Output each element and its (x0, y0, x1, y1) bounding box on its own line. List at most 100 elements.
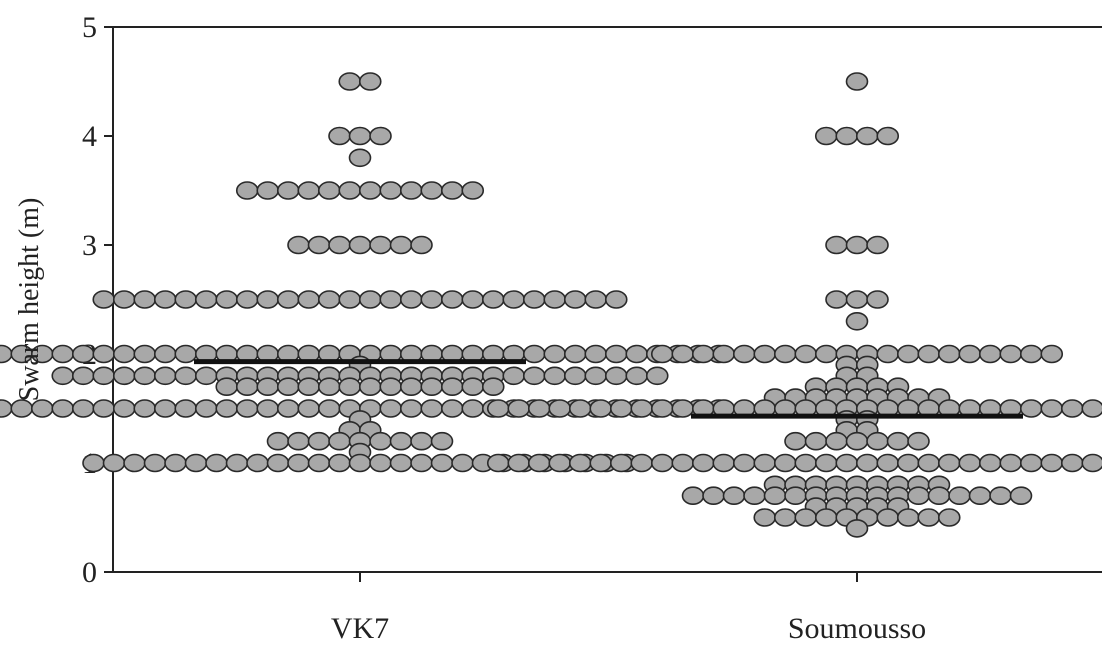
data-point (266, 453, 290, 473)
data-point (287, 453, 310, 473)
data-point (568, 399, 592, 418)
data-point (814, 126, 838, 146)
data-point (978, 453, 1002, 473)
data-point (855, 126, 879, 146)
data-point (486, 453, 510, 473)
data-point (358, 72, 382, 91)
data-point (753, 453, 777, 473)
data-point (978, 344, 1002, 364)
data-point (722, 486, 746, 506)
data-point (794, 344, 818, 364)
data-point (896, 344, 920, 364)
data-point (917, 453, 941, 473)
data-point (389, 453, 413, 473)
data-point (389, 431, 413, 451)
y-axis-title: Swarm height (m) (14, 198, 45, 402)
data-point (958, 344, 982, 364)
data-point (369, 235, 392, 255)
data-point (410, 431, 433, 451)
data-point (184, 453, 208, 473)
data-point (317, 181, 341, 200)
data-point (71, 366, 95, 386)
data-point (420, 399, 444, 418)
data-point (917, 508, 941, 527)
y-axis-ticks: 012345 (82, 11, 113, 589)
data-point (876, 344, 900, 364)
data-point (164, 453, 187, 473)
data-point (369, 453, 392, 473)
data-point (143, 453, 167, 473)
data-point (225, 453, 249, 473)
data-point (1060, 453, 1084, 473)
data-point (937, 344, 961, 364)
data-point (235, 399, 259, 418)
data-point (522, 366, 546, 386)
data-point (389, 235, 413, 255)
data-point (30, 399, 54, 418)
data-point (174, 290, 198, 309)
data-point (112, 366, 136, 386)
data-point (481, 290, 505, 309)
data-point (876, 508, 900, 527)
data-point (297, 290, 321, 309)
data-point (92, 344, 116, 364)
data-point (153, 344, 177, 364)
data-point (297, 377, 321, 397)
data-point (174, 366, 198, 386)
data-point (702, 486, 725, 506)
data-point (328, 431, 351, 451)
data-point (712, 344, 736, 364)
data-point (430, 453, 454, 473)
data-point (763, 486, 787, 506)
data-point (1040, 399, 1064, 418)
data-point (650, 453, 674, 473)
data-point (307, 431, 331, 451)
data-point (102, 453, 126, 473)
data-point (0, 344, 13, 364)
data-point (825, 431, 848, 451)
data-point (886, 431, 910, 451)
data-point (235, 290, 259, 309)
data-point (584, 366, 608, 386)
data-point (502, 290, 526, 309)
data-point (123, 453, 146, 473)
data-point (732, 344, 756, 364)
data-point (671, 344, 695, 364)
data-point (630, 453, 654, 473)
data-point (625, 366, 649, 386)
data-point (527, 453, 551, 473)
data-point (814, 344, 838, 364)
data-point (379, 290, 403, 309)
data-point (348, 126, 372, 146)
data-point (486, 399, 510, 418)
data-point (866, 235, 889, 255)
data-point (866, 431, 889, 451)
data-point (399, 377, 423, 397)
data-point (235, 377, 259, 397)
data-point (317, 290, 341, 309)
data-point (896, 508, 920, 527)
data-point (481, 377, 505, 397)
data-point (502, 366, 526, 386)
data-point (937, 453, 961, 473)
data-point (589, 399, 613, 418)
data-point (773, 344, 797, 364)
data-point (348, 148, 372, 168)
data-point (917, 344, 941, 364)
data-point (968, 486, 992, 506)
data-point (712, 453, 736, 473)
data-point (1040, 453, 1064, 473)
data-point (825, 290, 848, 309)
data-point (630, 399, 654, 418)
data-point (604, 344, 628, 364)
data-point (328, 453, 351, 473)
data-point (835, 126, 859, 146)
data-point (153, 290, 177, 309)
data-point (276, 377, 300, 397)
data-point (753, 508, 777, 527)
data-point (328, 235, 351, 255)
data-point (317, 399, 341, 418)
data-point (784, 431, 807, 451)
data-point (671, 399, 695, 418)
data-point (999, 453, 1023, 473)
